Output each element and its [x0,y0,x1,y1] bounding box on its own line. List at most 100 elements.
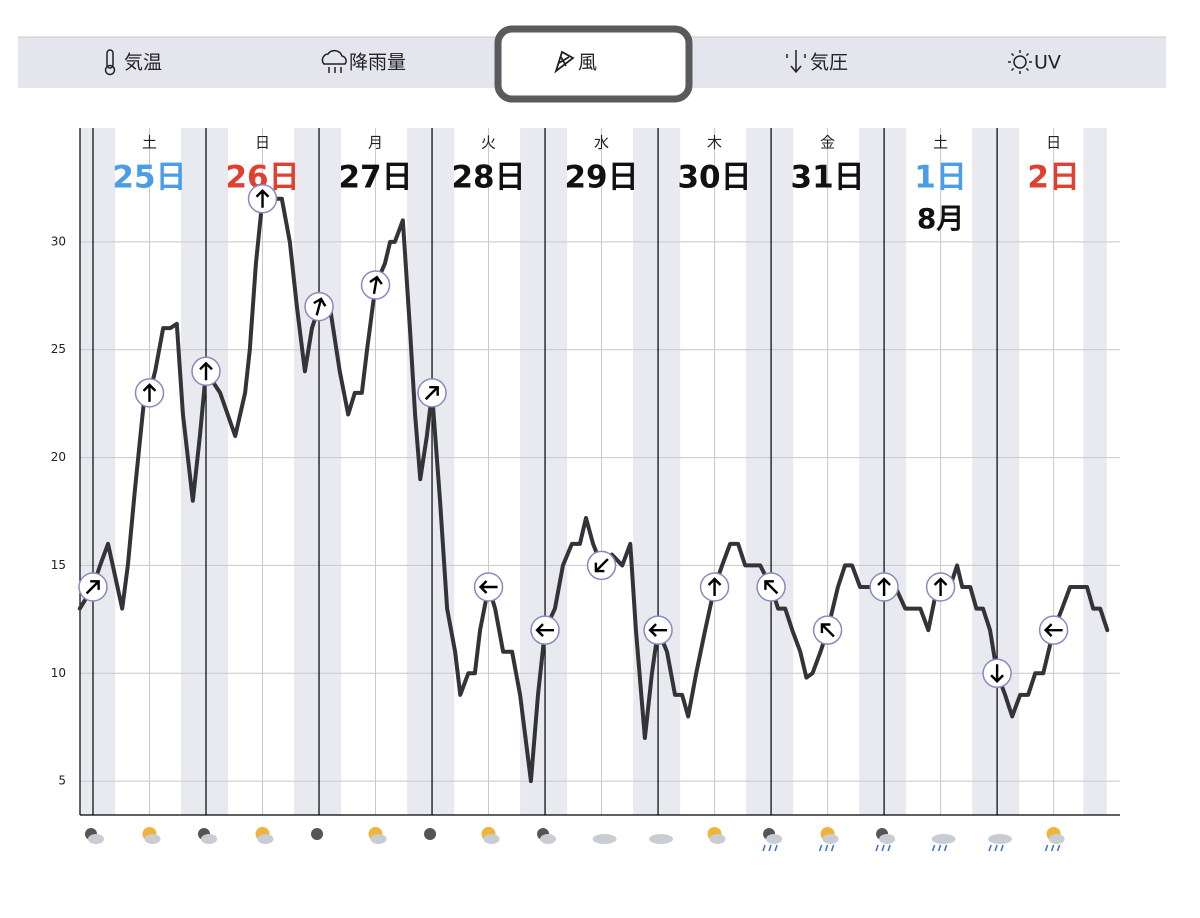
y-tick-label: 30 [51,234,66,248]
weekday-label: 月 [368,134,383,152]
tab[interactable]: 風 [554,50,597,74]
cloud [931,834,956,844]
weekday-label: 土 [142,134,157,152]
weekday-label: 火 [481,134,496,152]
date-label: 31日 [791,160,865,196]
rain [830,844,835,852]
y-tick-label: 10 [51,666,66,680]
rain [774,844,778,852]
tab-icon [1025,67,1030,72]
wind-direction-arrow [1043,623,1063,637]
rain [818,844,823,852]
selected-tab-frame [494,25,693,103]
weather-icon [762,828,783,852]
wind-direction-arrow [764,580,779,595]
night-band [972,128,1020,815]
wind-direction-arrow [707,577,722,597]
wind-direction [78,572,108,602]
date-label: 28日 [451,160,525,196]
tab-icon [321,50,347,73]
cloud [709,834,726,844]
night-band [407,128,455,815]
tab-icon [1010,67,1015,72]
cloud [1048,834,1065,844]
cloud [540,834,557,844]
tab[interactable]: 気温 [104,49,163,76]
tab-icon [786,50,806,74]
weather-icon [84,828,104,844]
wind-direction [982,658,1012,689]
wind-direction [473,572,504,602]
wind-direction-arrow [142,383,157,402]
night-band [520,128,568,815]
y-tick-label: 15 [51,558,66,572]
wind-direction-arrow [313,297,327,316]
date-label: 27日 [338,160,412,196]
tab[interactable]: 気圧 [786,50,848,74]
weekday-label: 金 [820,134,835,152]
weather-icon [818,827,839,852]
wind-direction [247,183,278,214]
wind-direction [1038,615,1069,645]
tab-label: 風 [578,52,597,74]
y-tick-label: 25 [51,342,66,356]
tab[interactable]: 降雨量 [321,50,406,74]
cloud [879,834,896,844]
weather-icon [1044,827,1065,852]
weekday-label: 土 [933,134,948,152]
tab-icon [104,64,116,76]
wind-direction-arrow [933,577,948,597]
night-band [294,128,342,815]
wind-direction [925,572,956,602]
cloud [649,834,674,844]
rain [887,844,891,852]
rain [994,844,998,852]
weather-icon [481,827,500,844]
wind-direction-arrow [535,623,555,637]
rain [937,844,942,852]
night-band [859,128,907,815]
rain [1000,844,1004,852]
tab-icon [1010,52,1015,57]
weather-icon [875,828,896,852]
cloud [201,834,218,844]
weather-icon [537,828,557,844]
cloud [483,834,500,844]
rain [1044,844,1049,852]
wind-direction-arrow [478,580,498,594]
rain [875,844,879,852]
wind-direction-arrow [820,623,835,638]
weekday-label: 木 [707,134,722,152]
wind-direction-arrow [85,580,100,595]
weather-icon [255,827,274,844]
tab-label: 気圧 [810,52,848,74]
weather-icon [142,827,161,844]
weekday-label: 水 [594,134,609,152]
night-band [633,128,681,815]
date-label: 2日 [1027,160,1080,196]
rain [768,844,772,852]
rain [762,844,766,852]
rain [1050,844,1055,852]
wind-direction-arrow [199,361,213,381]
date-label: 1日 [914,160,967,196]
date-label: 29日 [564,160,638,196]
wind-direction [812,615,843,645]
wind-direction [360,270,391,300]
wind-direction-arrow [369,275,383,295]
rain [931,844,936,852]
tab[interactable]: UV [1008,50,1061,74]
weekday-label: 日 [1046,134,1061,152]
weather-icon [988,834,1013,852]
cloud [144,834,161,844]
tab-icon [106,49,114,69]
moon [424,828,437,840]
wind-direction [756,572,786,602]
weather-icon [931,834,956,852]
tab-icon [1025,52,1030,57]
wind-direction-arrow [424,386,439,401]
wind-direction [530,615,560,645]
night-band [1083,128,1107,815]
weather-icon [649,834,674,844]
night-band [746,128,794,815]
